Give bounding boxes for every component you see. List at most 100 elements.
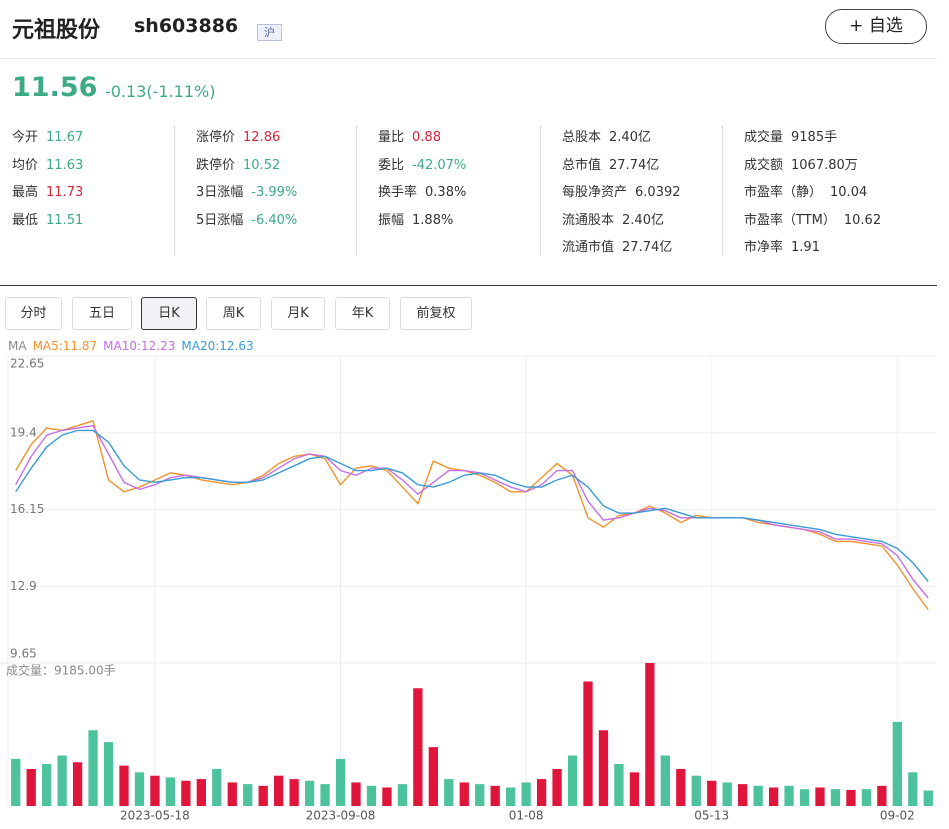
- quote-item: 市盈率（TTM） 10.62: [744, 209, 881, 228]
- volume-bar: [212, 768, 222, 806]
- volume-bar: [366, 785, 377, 806]
- ma-line: [15, 420, 929, 611]
- volume-bar: [738, 784, 748, 806]
- volume-bar: [583, 681, 593, 806]
- quote-item: 涨停价 12.86: [196, 126, 280, 145]
- quote-item: 总股本 2.40亿: [562, 126, 651, 145]
- volume-bar: [42, 763, 52, 806]
- quote-item: 总市值 27.74亿: [562, 154, 659, 173]
- quote-label: 最低: [12, 213, 39, 228]
- volume-bar: [57, 755, 67, 806]
- divider: [0, 58, 937, 59]
- last-price: 11.56: [12, 72, 98, 103]
- volume-bar: [11, 758, 21, 806]
- volume-bar: [506, 787, 516, 806]
- quote-label: 流通股本: [562, 213, 615, 228]
- tab[interactable]: 周K: [206, 297, 261, 330]
- stock-code: sh603886: [134, 15, 239, 37]
- quote-label: 总股本: [562, 130, 602, 145]
- tab[interactable]: 年K: [335, 297, 390, 330]
- quote-label: 每股净资产: [562, 185, 628, 200]
- legend-entry: MA5:11.87: [33, 339, 98, 353]
- y-tick-label: 12.9: [10, 579, 37, 593]
- volume-bar: [784, 785, 794, 806]
- quote-label: 最高: [12, 185, 39, 200]
- volume-bar: [660, 755, 670, 806]
- volume-bar: [181, 780, 191, 806]
- quote-item: 今开 11.67: [12, 126, 83, 145]
- quote-value: 11.67: [46, 130, 84, 145]
- quote-value: 10.62: [843, 213, 882, 228]
- volume-bar: [165, 777, 176, 806]
- quote-label: 流通市值: [562, 240, 615, 255]
- quote-label: 3日涨幅: [196, 185, 244, 200]
- quote-value: 27.74亿: [622, 240, 673, 255]
- volume-bar: [26, 768, 36, 806]
- column-separator: [540, 126, 541, 256]
- volume-title: 成交量：9185.00手: [6, 663, 116, 678]
- volume-bar: [846, 790, 856, 806]
- tab[interactable]: 日K: [141, 297, 197, 330]
- quote-label: 成交量: [744, 130, 784, 145]
- quote-item: 换手率 0.38%: [378, 181, 466, 200]
- y-tick-label: 22.65: [10, 357, 44, 371]
- quote-value: 9185手: [791, 130, 838, 145]
- ma-line: [15, 424, 929, 599]
- volume-bar: [150, 775, 160, 806]
- quote-label: 换手率: [378, 185, 418, 200]
- volume-bar: [72, 762, 83, 806]
- add-watchlist-button[interactable]: + 自选: [825, 9, 927, 44]
- quote-label: 市盈率（TTM）: [744, 213, 836, 228]
- quote-item: 振幅 1.88%: [378, 209, 453, 228]
- y-tick-label: 9.65: [10, 647, 37, 661]
- volume-bar: [304, 780, 315, 806]
- legend-entry: MA20:12.63: [181, 339, 253, 353]
- tab[interactable]: 前复权: [400, 297, 472, 330]
- volume-bar: [320, 784, 330, 806]
- volume-bar: [397, 784, 408, 806]
- volume-bar: [567, 755, 578, 806]
- quote-value: 10.52: [243, 158, 281, 173]
- volume-bar: [861, 789, 872, 806]
- volume-bar: [103, 742, 114, 806]
- volume-bar: [382, 787, 392, 806]
- volume-bar: [289, 779, 299, 806]
- volume-bar: [196, 779, 206, 806]
- legend-title: MA: [8, 339, 27, 353]
- volume-bar: [119, 765, 129, 806]
- volume-bar: [243, 784, 253, 806]
- legend: MA MA5:11.87 MA10:12.23 MA20:12.63: [8, 339, 254, 353]
- x-tick-label: 05-13: [694, 809, 729, 823]
- volume-bar: [459, 782, 469, 806]
- volume-bar: [877, 785, 887, 806]
- volume-bar: [676, 768, 686, 806]
- tab[interactable]: 五日: [72, 297, 132, 330]
- volume-bar: [815, 787, 825, 806]
- volume-bar: [908, 772, 918, 806]
- quote-value: 2.40亿: [609, 130, 651, 145]
- quote-value: -42.07%: [412, 158, 467, 173]
- column-separator: [722, 126, 723, 256]
- tab[interactable]: 分时: [5, 297, 62, 330]
- quote-label: 量比: [378, 130, 405, 145]
- price-change: -0.13(-1.11%): [105, 82, 216, 101]
- quote-label: 市净率: [744, 240, 784, 255]
- quote-item: 跌停价 10.52: [196, 154, 280, 173]
- x-tick-label: 09-02: [880, 809, 915, 823]
- volume-bar: [753, 785, 763, 806]
- quote-value: 12.86: [243, 130, 281, 145]
- tab[interactable]: 月K: [271, 297, 325, 330]
- quote-label: 均价: [12, 158, 39, 173]
- volume-bar: [475, 784, 485, 806]
- quote-item: 市盈率（静） 10.04: [744, 181, 867, 200]
- quote-value: 1067.80万: [791, 158, 858, 173]
- stock-name: 元祖股份: [12, 18, 101, 43]
- volume-bar: [428, 747, 438, 806]
- x-tick-label: 01-08: [509, 809, 544, 823]
- quote-label: 委比: [378, 158, 405, 173]
- volume-bar: [258, 785, 268, 806]
- y-tick-label: 19.4: [10, 425, 37, 439]
- quote-value: 2.40亿: [622, 213, 664, 228]
- volume-bar: [227, 782, 237, 806]
